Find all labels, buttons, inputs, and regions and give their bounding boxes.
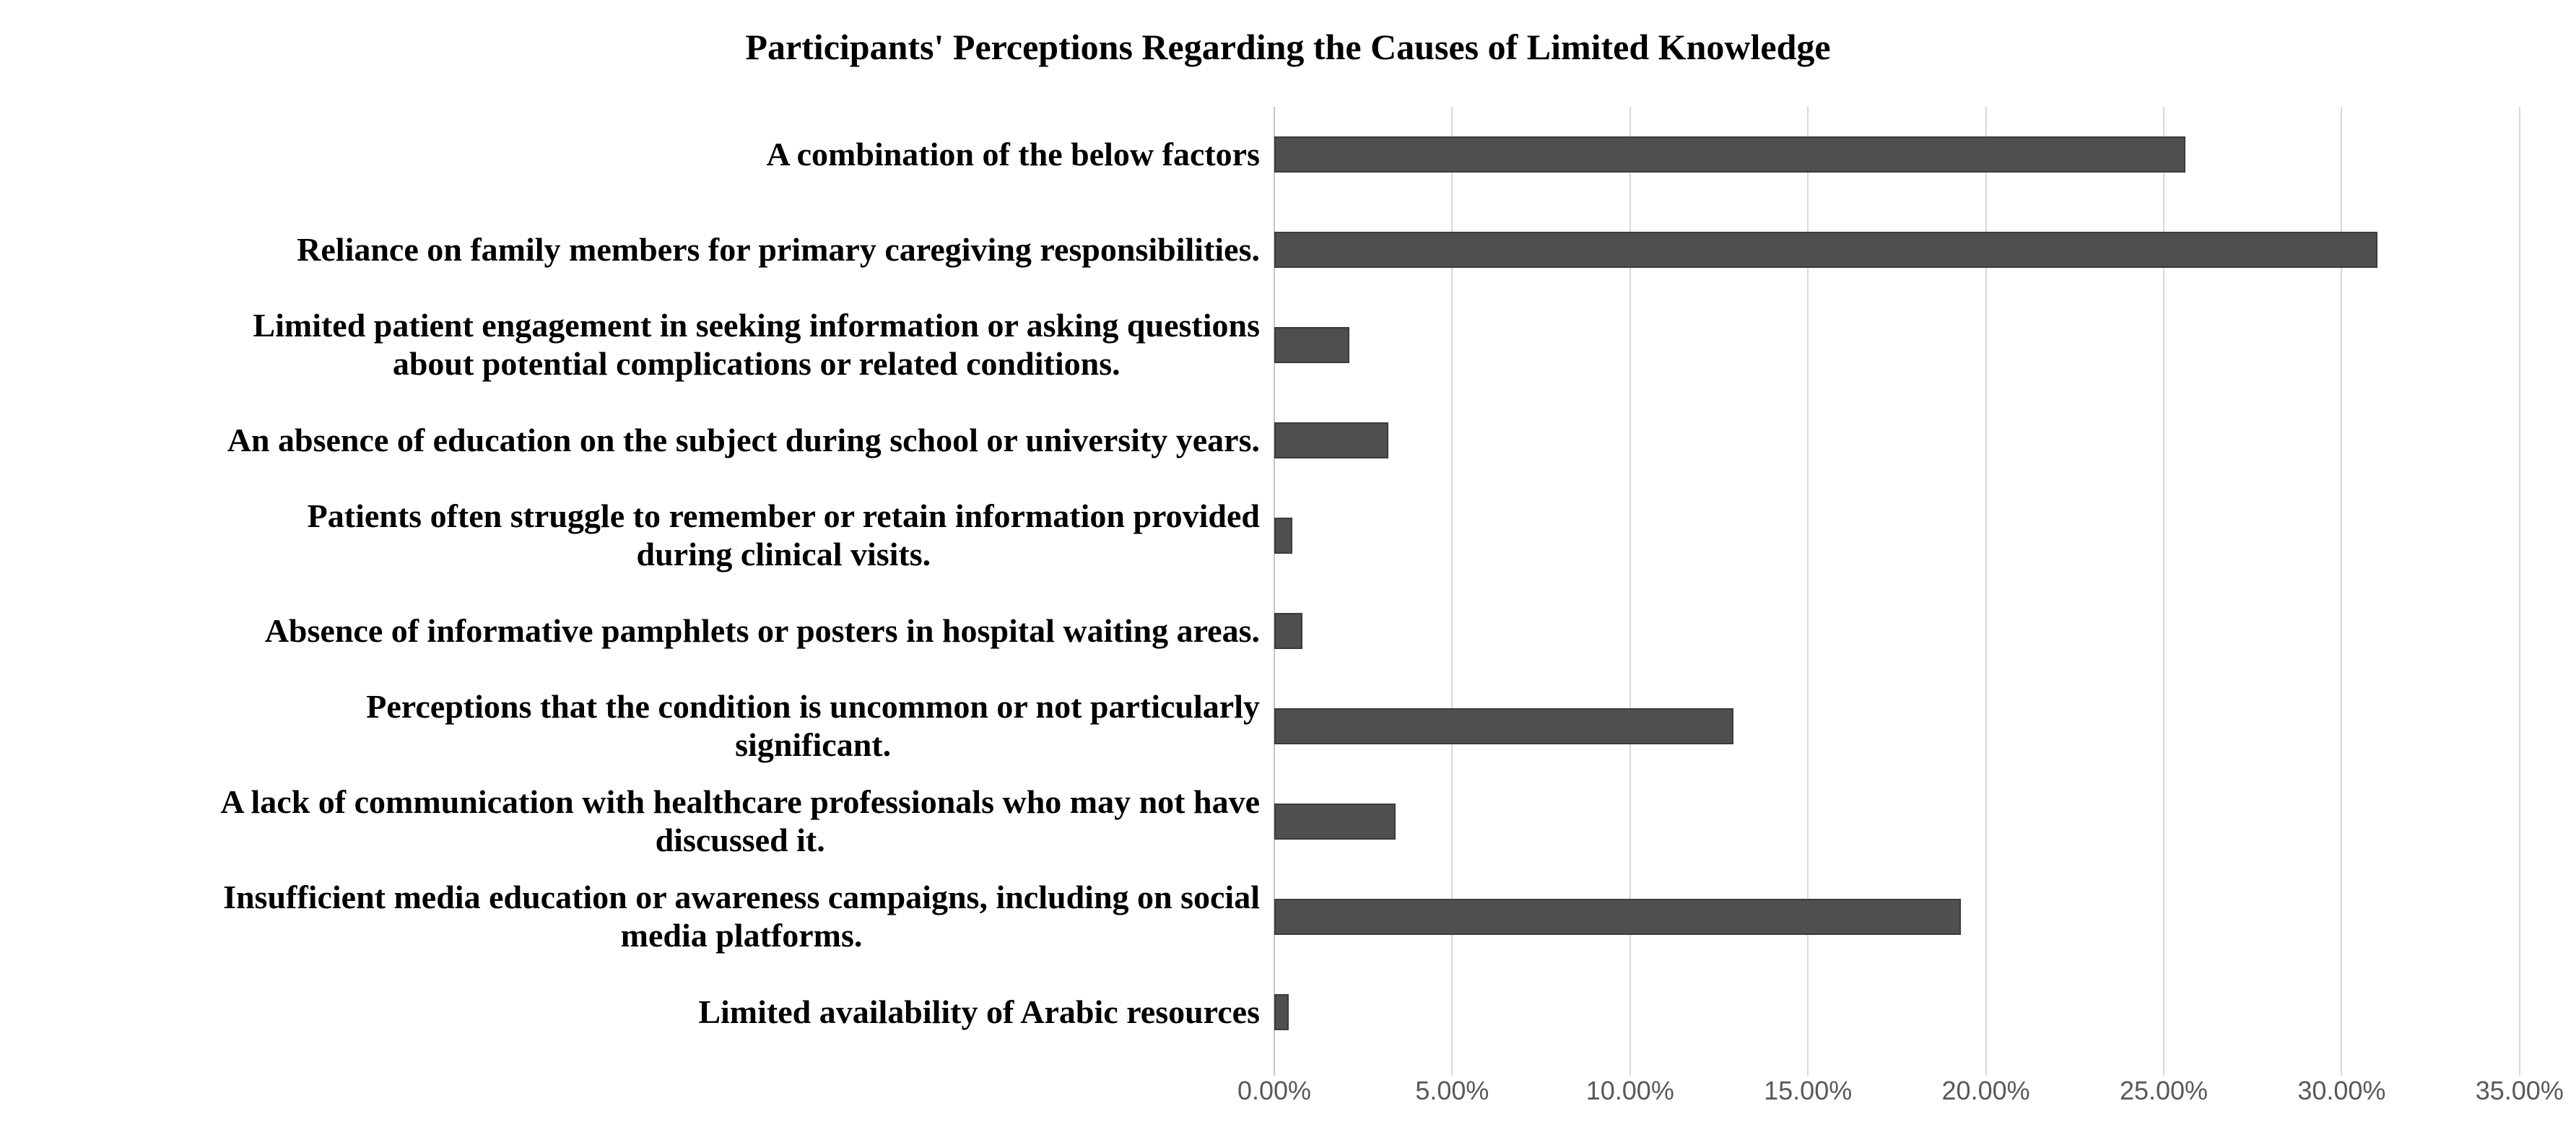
bar	[1274, 422, 1388, 458]
category-label-row: A combination of the below factors	[0, 107, 1260, 202]
bar	[1274, 327, 1349, 363]
category-label-row: Perceptions that the condition is uncomm…	[0, 679, 1260, 774]
value-axis-tick-label: 10.00%	[1585, 1076, 1674, 1105]
category-label-row: Limited patient engagement in seeking in…	[0, 297, 1260, 393]
category-label-row: Insufficient media education or awarenes…	[0, 869, 1260, 965]
category-label-row: Absence of informative pamphlets or post…	[0, 583, 1260, 679]
category-label: Perceptions that the condition is uncomm…	[366, 688, 1260, 763]
value-axis-tick-label: 0.00%	[1237, 1076, 1312, 1105]
category-label-row: An absence of education on the subject d…	[0, 393, 1260, 488]
gridline	[1807, 107, 1809, 1076]
category-label: Reliance on family members for primary c…	[297, 230, 1260, 268]
category-label: A lack of communication with healthcare …	[220, 783, 1260, 858]
bar	[1274, 613, 1302, 649]
bar	[1274, 708, 1733, 744]
gridline	[1985, 107, 1987, 1076]
value-axis-zero-line	[1274, 107, 1275, 1076]
category-label: Patients often struggle to remember or r…	[307, 497, 1260, 572]
bar	[1274, 136, 2185, 173]
chart-title: Participants' Perceptions Regarding the …	[745, 27, 1831, 67]
gridline	[1629, 107, 1631, 1076]
category-label-row: Limited availability of Arabic resources	[0, 965, 1260, 1060]
bar	[1274, 804, 1396, 840]
category-label: Absence of informative pamphlets or post…	[264, 611, 1260, 649]
value-axis-tick-label: 5.00%	[1415, 1076, 1489, 1105]
gridline	[1451, 107, 1453, 1076]
bar	[1274, 232, 2377, 268]
category-label-row: Reliance on family members for primary c…	[0, 202, 1260, 297]
value-axis-tick-label: 35.00%	[2475, 1076, 2564, 1105]
gridline	[2341, 107, 2343, 1076]
gridline	[2163, 107, 2164, 1076]
value-axis-tick-label: 15.00%	[1764, 1076, 1853, 1105]
category-label: Limited patient engagement in seeking in…	[253, 307, 1260, 382]
category-label-row: Patients often struggle to remember or r…	[0, 488, 1260, 583]
bar	[1274, 518, 1292, 554]
category-label-row: A lack of communication with healthcare …	[0, 774, 1260, 869]
value-axis-tick-label: 30.00%	[2297, 1076, 2386, 1105]
category-label: An absence of education on the subject d…	[227, 421, 1260, 458]
bar	[1274, 899, 1961, 935]
bar	[1274, 994, 1289, 1030]
category-label: A combination of the below factors	[766, 135, 1260, 173]
value-axis-tick-label: 25.00%	[2119, 1076, 2209, 1105]
value-axis-tick-label: 20.00%	[1941, 1076, 2030, 1105]
category-label: Limited availability of Arabic resources	[698, 993, 1260, 1030]
gridline	[2518, 107, 2520, 1076]
category-label: Insufficient media education or awarenes…	[223, 879, 1260, 954]
